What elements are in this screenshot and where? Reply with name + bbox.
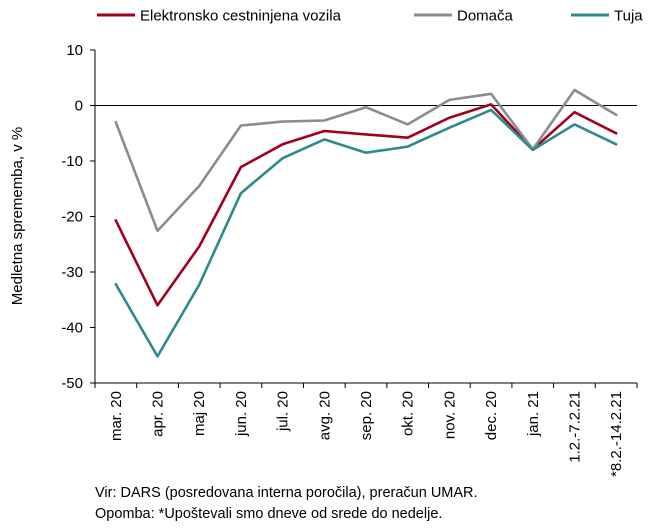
footnote: Opomba: *Upoštevali smo dneve od srede d…	[95, 506, 443, 522]
x-tick-label: jul. 20	[275, 391, 292, 432]
x-axis-ticks: mar. 20 apr. 20 maj 20 jun. 20 jul. 20 avg. 2…	[94, 383, 638, 477]
y-tick-label: -10	[61, 153, 83, 170]
y-axis-ticks: 10 0 -10 -20 -30 -40 -50	[61, 42, 95, 392]
y-tick-label: -20	[61, 209, 83, 226]
y-tick-label: -40	[61, 320, 83, 337]
x-tick-label: jan. 21	[525, 391, 542, 437]
x-tick-label: avg. 20	[316, 391, 333, 440]
series-line-0	[114, 103, 618, 307]
source-note: Vir: DARS (posredovana interna poročila)…	[95, 485, 478, 501]
y-tick-label: -50	[61, 375, 83, 392]
y-tick-label: 0	[75, 98, 83, 115]
y-tick-label: 10	[66, 42, 83, 59]
y-axis-label: Medletna sprememba, v %	[9, 127, 26, 305]
y-tick-label: -30	[61, 264, 83, 281]
legend-label-1: Domača	[457, 8, 514, 25]
x-tick-label: sep. 20	[358, 391, 375, 440]
x-tick-label: mar. 20	[108, 391, 125, 441]
x-tick-label: maj 20	[191, 391, 208, 436]
series-line-2	[114, 108, 618, 358]
chart-series	[114, 88, 618, 358]
x-tick-label: jun. 20	[233, 391, 250, 437]
x-tick-label: 1.2.-7.2.21	[566, 391, 583, 463]
chart-axes	[94, 50, 637, 384]
x-tick-label: dec. 20	[483, 391, 500, 440]
chart-legend: Elektronsko cestninjena vozila Domača Tuja	[97, 8, 643, 25]
legend-label-2: Tuja	[614, 8, 643, 25]
series-line-1	[114, 88, 618, 233]
x-tick-label: nov. 20	[441, 391, 458, 439]
x-tick-label: apr. 20	[150, 391, 167, 437]
legend-label-0: Elektronsko cestninjena vozila	[140, 8, 342, 25]
x-tick-label: okt. 20	[400, 391, 417, 436]
x-tick-label: *8.2.-14.2.21	[608, 391, 625, 477]
